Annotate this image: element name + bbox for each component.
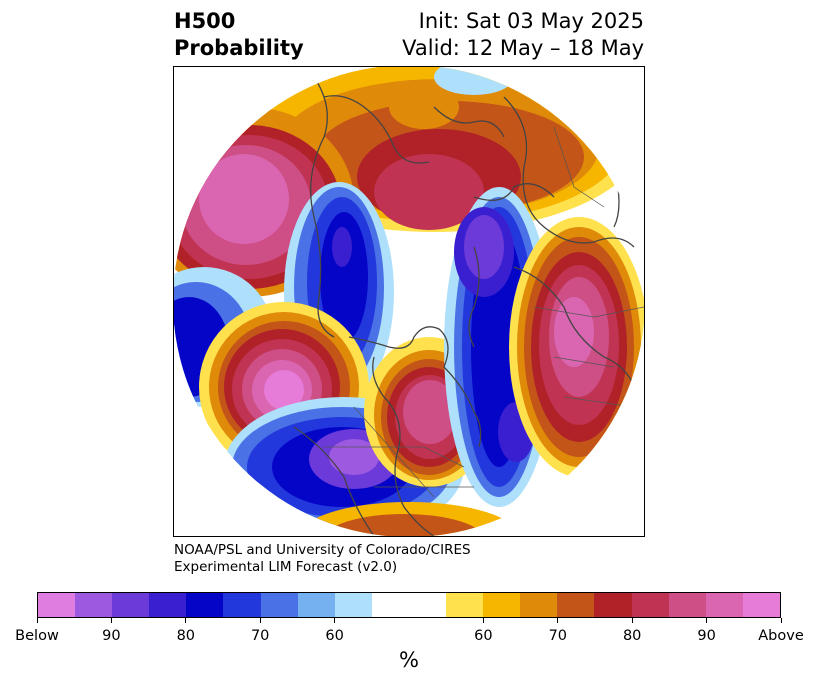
colorbar-segment — [75, 593, 113, 617]
init-date: Init: Sat 03 May 2025 — [418, 9, 644, 33]
colorbar-tick-mark — [36, 618, 38, 623]
attribution-line-1: NOAA/PSL and University of Colorado/CIRE… — [174, 542, 471, 558]
colorbar-segment — [334, 593, 372, 617]
colorbar-segment — [483, 593, 521, 617]
colorbar-unit-label: % — [399, 648, 419, 672]
colorbar-tick-label: Below — [15, 628, 59, 644]
colorbar-tick-label: 90 — [102, 628, 121, 644]
colorbar-segment — [112, 593, 150, 617]
colorbar-segment — [149, 593, 187, 617]
attribution-line-2: Experimental LIM Forecast (v2.0) — [174, 559, 398, 575]
probability-field — [174, 67, 644, 536]
colorbar-tick-label: 70 — [548, 628, 568, 644]
colorbar-tick-label: 80 — [176, 628, 196, 644]
colorbar-segment — [260, 593, 298, 617]
colorbar-tick-label: Above — [758, 628, 804, 644]
chart-title: H500 Probability — [174, 8, 304, 62]
colorbar-segment — [742, 593, 780, 617]
colorbar-segment — [408, 593, 447, 617]
valid-range: Valid: 12 May – 18 May — [402, 36, 644, 60]
colorbar — [37, 592, 781, 618]
forecast-dates: Init: Sat 03 May 2025 Valid: 12 May – 18… — [402, 8, 644, 62]
border-overlay — [324, 126, 644, 498]
colorbar-tick-mark — [631, 618, 633, 623]
colorbar-segment — [520, 593, 558, 617]
colorbar-segment — [446, 593, 484, 617]
colorbar-tick-mark — [780, 618, 782, 623]
colorbar-segment — [557, 593, 595, 617]
colorbar-segment — [371, 593, 409, 617]
colorbar-segment — [705, 593, 743, 617]
colorbar-tick-mark — [557, 618, 559, 623]
colorbar-segment — [186, 593, 224, 617]
map-panel — [173, 66, 645, 537]
colorbar-tick-label: 60 — [325, 628, 344, 644]
colorbar-segment — [297, 593, 335, 617]
probability-map — [174, 67, 644, 536]
colorbar-segment — [38, 593, 76, 617]
colorbar-tick-label: 90 — [697, 628, 716, 644]
colorbar-tick-label: 70 — [250, 628, 270, 644]
colorbar-tick-mark — [706, 618, 708, 623]
colorbar-tick-mark — [482, 618, 484, 623]
colorbar-tick-mark — [185, 618, 187, 623]
colorbar-segment — [668, 593, 706, 617]
colorbar-segment — [223, 593, 261, 617]
above-region-east — [509, 217, 644, 477]
colorbar-tick-label: 80 — [622, 628, 642, 644]
above-region-south — [299, 502, 519, 536]
colorbar-tick-label: 60 — [474, 628, 493, 644]
title-line-1: H500 — [174, 9, 236, 33]
colorbar-segment — [631, 593, 669, 617]
attribution: NOAA/PSL and University of Colorado/CIRE… — [174, 542, 471, 576]
colorbar-segment — [594, 593, 632, 617]
colorbar-tick-mark — [110, 618, 112, 623]
colorbar-tick-mark — [259, 618, 261, 623]
title-line-2: Probability — [174, 36, 304, 60]
colorbar-tick-mark — [334, 618, 336, 623]
